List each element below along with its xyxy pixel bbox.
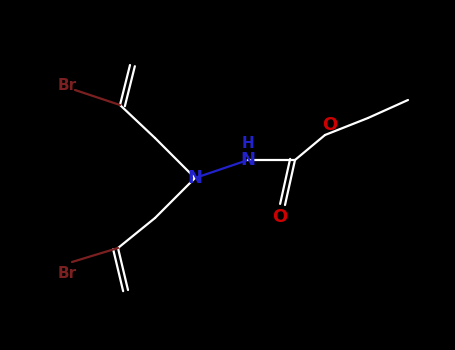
Text: O: O xyxy=(273,208,288,226)
Text: Br: Br xyxy=(57,266,76,281)
Text: N: N xyxy=(187,169,202,187)
Text: Br: Br xyxy=(57,77,76,92)
Text: O: O xyxy=(323,116,338,134)
Text: H: H xyxy=(242,136,254,152)
Text: N: N xyxy=(241,151,256,169)
